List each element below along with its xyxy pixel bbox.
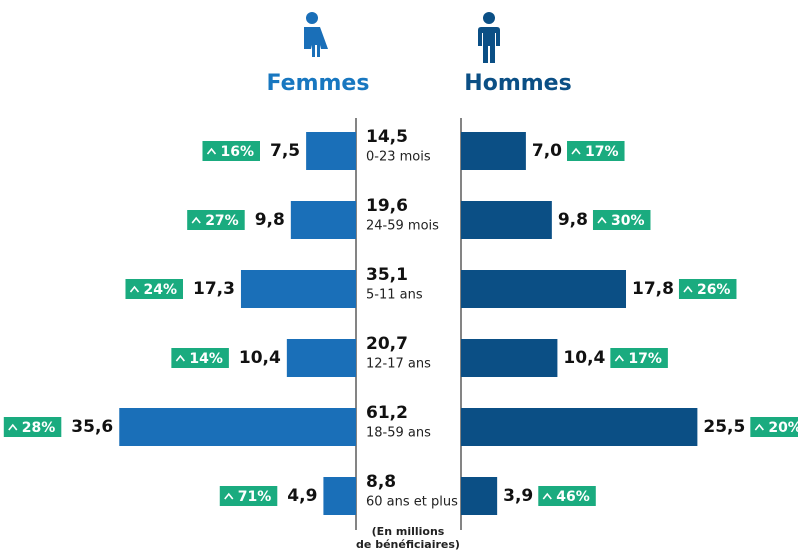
- value-label: 25,5: [703, 417, 745, 437]
- category-label: 0-23 mois: [366, 150, 431, 165]
- value-label: 4,9: [287, 486, 317, 506]
- change-badge: [567, 141, 625, 161]
- caret-icon: [191, 216, 201, 224]
- caret-icon: [754, 423, 764, 431]
- value-label: 10,4: [563, 348, 605, 368]
- value-label: 10,4: [239, 348, 281, 368]
- bar: [119, 408, 356, 446]
- change-badge: [678, 279, 737, 299]
- series-title: Hommes: [464, 71, 571, 96]
- badge-group: 16%: [202, 141, 260, 161]
- value-label: 35,6: [71, 417, 113, 437]
- caret-icon: [683, 285, 693, 293]
- badge-group: 27%: [187, 210, 245, 230]
- total-label: 14,5: [366, 127, 408, 147]
- change-label: 30%: [611, 213, 645, 229]
- change-label: 16%: [220, 144, 254, 160]
- change-label: 24%: [143, 282, 177, 298]
- change-label: 17%: [628, 351, 662, 367]
- man-icon: [478, 12, 500, 63]
- value-label: 3,9: [503, 486, 533, 506]
- change-label: 14%: [189, 351, 223, 367]
- value-label: 9,8: [255, 210, 285, 230]
- bar: [461, 201, 552, 239]
- change-badge: [3, 417, 62, 437]
- category-label: 60 ans et plus: [366, 495, 458, 510]
- bar: [461, 270, 627, 308]
- caret-icon: [597, 216, 607, 224]
- caret-icon: [206, 147, 217, 155]
- bar: [461, 339, 558, 377]
- category-label: 24-59 mois: [366, 219, 439, 234]
- bar: [461, 408, 698, 446]
- badge-group: 71%: [219, 486, 278, 506]
- badge-group: 24%: [125, 279, 184, 299]
- change-label: 46%: [556, 489, 590, 505]
- change-label: 26%: [697, 282, 731, 298]
- bar: [461, 132, 526, 170]
- note: (En millions: [372, 525, 445, 538]
- value-label: 7,0: [532, 141, 562, 161]
- bar: [286, 339, 356, 377]
- change-label: 71%: [238, 489, 272, 505]
- change-badge: [538, 486, 596, 506]
- caret-icon: [8, 423, 18, 431]
- change-badge: [610, 348, 668, 368]
- total-label: 8,8: [366, 472, 396, 492]
- bar: [461, 477, 498, 515]
- caret-icon: [614, 354, 624, 362]
- change-label: 20%: [768, 420, 798, 436]
- category-label: 12-17 ans: [366, 357, 431, 372]
- change-badge: [592, 210, 651, 230]
- bar: [323, 477, 356, 515]
- woman-icon: [304, 12, 328, 57]
- change-label: 28%: [22, 420, 56, 436]
- series-title: Femmes: [267, 71, 370, 96]
- change-badge: [125, 279, 184, 299]
- total-label: 19,6: [366, 196, 408, 216]
- caret-icon: [224, 492, 234, 500]
- category-label: 18-59 ans: [366, 426, 431, 441]
- badge-group: 28%: [3, 417, 62, 437]
- bar: [306, 132, 356, 170]
- change-badge: [202, 141, 260, 161]
- note: de bénéficiaires): [356, 538, 460, 551]
- change-badge: [219, 486, 278, 506]
- change-label: 17%: [585, 144, 619, 160]
- change-label: 27%: [205, 213, 239, 229]
- badge-group: 14%: [171, 348, 229, 368]
- change-badge: [187, 210, 245, 230]
- category-label: 5-11 ans: [366, 288, 423, 303]
- value-label: 7,5: [270, 141, 300, 161]
- bar: [240, 270, 356, 308]
- caret-icon: [129, 285, 140, 293]
- value-label: 17,8: [632, 279, 674, 299]
- caret-icon: [175, 354, 185, 362]
- caret-icon: [542, 492, 552, 500]
- bar: [290, 201, 356, 239]
- total-label: 20,7: [366, 334, 408, 354]
- change-badge: [171, 348, 229, 368]
- total-label: 35,1: [366, 265, 408, 285]
- caret-icon: [571, 147, 581, 155]
- value-label: 9,8: [558, 210, 588, 230]
- total-label: 61,2: [366, 403, 408, 423]
- change-badge: [750, 417, 798, 437]
- value-label: 17,3: [193, 279, 235, 299]
